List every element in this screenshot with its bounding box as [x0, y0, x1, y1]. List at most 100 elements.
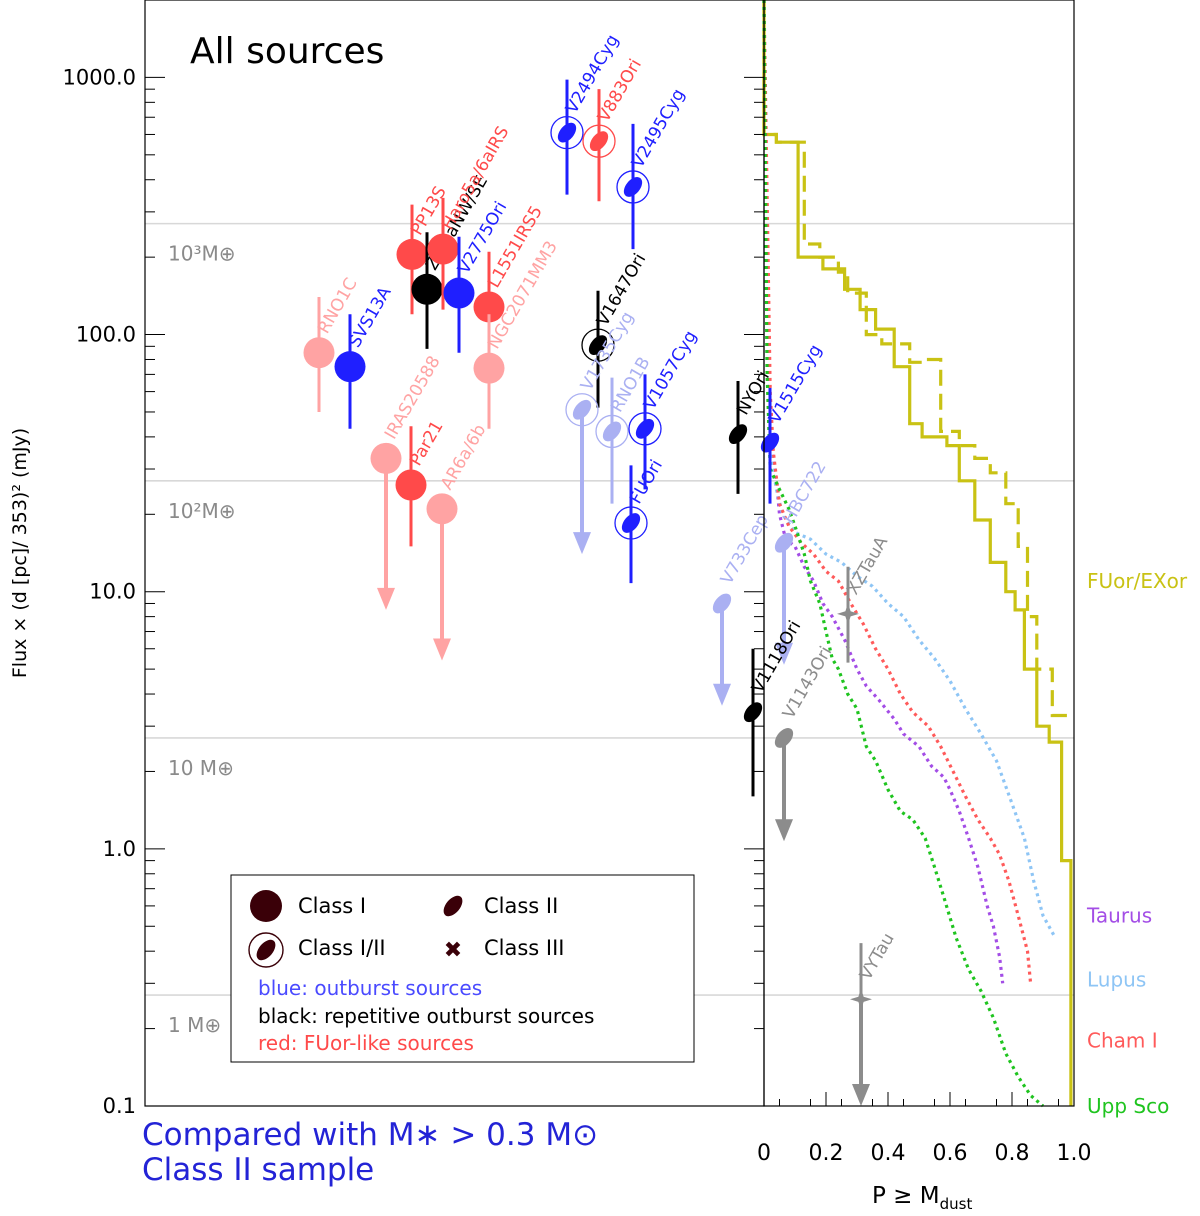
- cdf-label-3: Lupus: [1087, 968, 1146, 992]
- y-tick-label-3: 100.0: [76, 323, 136, 347]
- marker-ring-fuori: [614, 506, 648, 540]
- marker-ellipse-v1118ori: [743, 702, 763, 723]
- y-axis-ticks: 0.1 1.0 10.0 100.0 1000.0: [63, 0, 764, 1118]
- marker-ellipse-rno1b: [602, 421, 622, 442]
- marker-ring-v1647ori: [581, 328, 615, 362]
- upper-limit-arrowhead-iras20588: [377, 587, 395, 610]
- marker-circle-pp13s: [396, 238, 428, 270]
- legend-class-i-ii-marker: [256, 939, 276, 961]
- marker-ellipse-v1057cyg: [635, 418, 655, 439]
- x-tick-label-0: 0: [757, 1141, 771, 1166]
- marker-circle-par21: [395, 469, 427, 501]
- legend-class-iii-marker: ✖: [444, 938, 462, 963]
- chart-title: All sources: [190, 31, 384, 72]
- marker-ellipse-v2495cyg: [623, 177, 643, 197]
- source-ar6a-6b: AR6a/6b: [426, 421, 490, 661]
- source-xztaua: XZTauA: [837, 533, 892, 663]
- cdf-line-taurus: [762, 0, 1005, 984]
- marker-circle-rno1c: [303, 337, 335, 369]
- marker-circle-v2775ori: [443, 277, 475, 309]
- legend-class-i-ii-ring: [248, 932, 284, 968]
- source-label-v2495cyg: V2495Cyg: [628, 86, 689, 172]
- cdf-line-upp-sco: [762, 0, 1045, 1108]
- cdf-x-axis-label-sub: dust: [940, 1195, 973, 1213]
- cdf-line-lupus: [762, 0, 1057, 939]
- mass-label-1: 10²M⊕: [168, 499, 235, 523]
- source-vytau: VYTau: [850, 930, 899, 1106]
- marker-ring-v883ori: [582, 124, 616, 158]
- marker-ellipse-fuori: [621, 513, 641, 533]
- y-tick-label-2: 10.0: [89, 580, 136, 604]
- mass-label-3: 1 M⊕: [168, 1013, 221, 1037]
- upper-limit-arrowhead-ar6a-6b: [433, 638, 451, 661]
- marker-circle-l1551irs5: [473, 291, 505, 323]
- y-tick-label-1: 1.0: [103, 837, 136, 861]
- legend-class-ii-marker: [443, 895, 463, 917]
- marker-circle-svs13a: [334, 351, 366, 383]
- marker-ellipse-v1515cyg: [760, 432, 780, 453]
- legend-note-fuor: red: FUor-like sources: [258, 1031, 474, 1055]
- right-plot-frame: [763, 0, 1075, 1107]
- legend-note-repetitive: black: repetitive outburst sources: [258, 1004, 594, 1028]
- marker-circle-ngc2071mm3: [473, 352, 505, 384]
- subtitle-line-2: Class II sample: [142, 1152, 374, 1188]
- source-label-v1515cyg: V1515Cyg: [765, 341, 826, 427]
- y-tick-label-4: 1000.0: [63, 65, 136, 89]
- upper-limit-arrowhead-v1735cyg: [573, 532, 591, 555]
- y-tick-label-0: 0.1: [103, 1094, 136, 1118]
- legend-class-i-label: Class I: [298, 894, 366, 918]
- legend-class-iii-label: Class III: [484, 936, 565, 960]
- x-tick-label-3: 0.6: [933, 1141, 968, 1166]
- marker-ellipse-v733cep: [712, 593, 732, 614]
- upper-limit-arrowhead-v733cep: [713, 683, 731, 706]
- marker-star-xztaua: [837, 602, 859, 625]
- mass-label-2: 10 M⊕: [168, 756, 234, 780]
- cdf-x-axis-label: P ≥ Mdust: [872, 1183, 972, 1213]
- legend: Class I Class II Class I/II ✖ Class III …: [230, 874, 695, 1063]
- legend-note-outburst: blue: outburst sources: [258, 976, 482, 1000]
- source-v1057cyg: V1057Cyg: [628, 327, 701, 490]
- cdf-series-group: FUor/EXor Taurus Lupus Cham I Upp Sco: [762, 0, 1188, 1118]
- cdf-x-axis-label-main: P ≥ M: [872, 1183, 940, 1209]
- source-label-xztaua: XZTauA: [843, 533, 892, 598]
- cdf-label-5: Upp Sco: [1087, 1094, 1169, 1118]
- source-fuori: FUOri: [614, 457, 667, 584]
- cdf-line-cham-i: [762, 0, 1033, 984]
- marker-ellipse-hbc722: [774, 532, 794, 553]
- marker-circle-iras20588: [370, 442, 402, 474]
- marker-ellipse-nyori: [728, 424, 748, 445]
- x-tick-label-4: 0.8: [995, 1141, 1030, 1166]
- cdf-label-0: FUor/EXor: [1087, 569, 1188, 593]
- x-tick-label-5: 1.0: [1057, 1141, 1092, 1166]
- marker-ellipse-v1647ori: [588, 335, 608, 355]
- source-v1143ori: V1143Ori: [774, 643, 836, 842]
- marker-circle-haro5a-6airs: [427, 233, 459, 265]
- marker-ellipse-v883ori: [589, 131, 609, 152]
- marker-circle-zcmanw-se: [411, 273, 443, 305]
- marker-ring-v1735cyg: [565, 393, 599, 427]
- x-tick-label-1: 0.2: [809, 1141, 844, 1166]
- legend-box: [230, 874, 695, 1063]
- source-nyori: NYOri: [728, 368, 774, 494]
- mass-label-0: 10³M⊕: [168, 242, 235, 266]
- marker-ring-v2495cyg: [616, 170, 650, 204]
- upper-limit-arrowhead-hbc722: [775, 642, 793, 665]
- legend-class-ii-label: Class II: [484, 894, 558, 918]
- source-label-hbc722: HBC722: [779, 458, 831, 527]
- marker-ellipse-v1735cyg: [572, 399, 592, 420]
- marker-star-vytau: [850, 988, 872, 1011]
- legend-class-i-ii-label: Class I/II: [298, 936, 386, 960]
- cdf-label-2: Taurus: [1086, 904, 1152, 928]
- source-ngc2071mm3: NGC2071MM3: [473, 238, 562, 429]
- marker-ring-v1057cyg: [628, 412, 662, 446]
- cdf-x-axis-ticks: 0 0.2 0.4 0.6 0.8 1.0: [757, 1092, 1092, 1166]
- marker-circle-ar6a-6b: [426, 493, 458, 525]
- cdf-label-4: Cham I: [1087, 1028, 1158, 1052]
- source-v2495cyg: V2495Cyg: [616, 86, 689, 250]
- marker-ellipse-v2494cyg: [557, 122, 577, 143]
- y-axis-label: Flux × (d [pc]/ 353)² (mJy): [9, 428, 31, 678]
- cdf-line-fuor-exor: [762, 0, 1073, 1106]
- marker-ellipse-v1143ori: [774, 728, 794, 748]
- upper-limit-arrowhead-v1143ori: [775, 819, 793, 842]
